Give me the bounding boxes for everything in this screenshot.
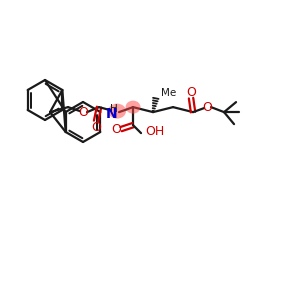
Ellipse shape — [108, 103, 126, 118]
Text: Me: Me — [161, 88, 176, 98]
Text: OH: OH — [146, 124, 165, 138]
Text: N: N — [106, 107, 118, 121]
Text: H: H — [110, 104, 118, 114]
Text: O: O — [91, 121, 101, 134]
Text: O: O — [78, 106, 88, 118]
Text: O: O — [186, 85, 196, 99]
Text: O: O — [111, 123, 121, 136]
Text: O: O — [202, 100, 212, 114]
Ellipse shape — [125, 100, 140, 114]
